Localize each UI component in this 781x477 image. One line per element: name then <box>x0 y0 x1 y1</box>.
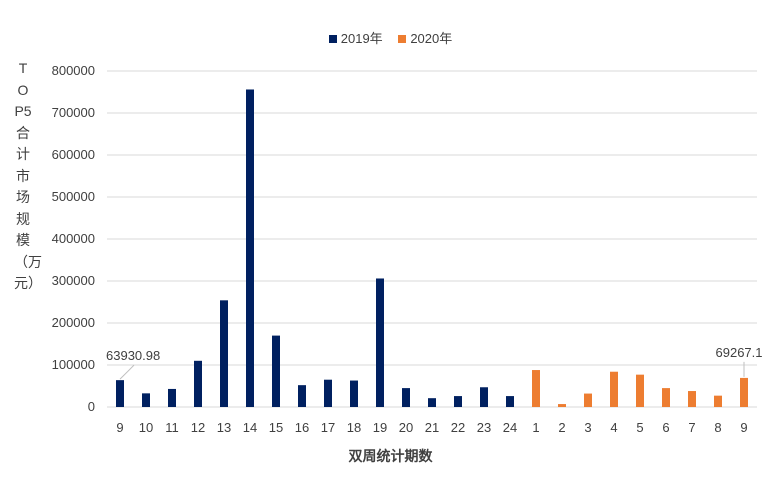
x-tick-label: 13 <box>217 420 231 435</box>
bar <box>740 377 748 407</box>
data-label: 63930.98 <box>106 348 160 363</box>
x-tick-label: 5 <box>636 420 643 435</box>
bar <box>662 388 670 407</box>
legend-swatch <box>328 35 337 43</box>
bar <box>142 393 150 407</box>
bar <box>402 388 410 407</box>
x-tick-label: 17 <box>321 420 335 435</box>
bar <box>688 391 696 407</box>
bar <box>246 89 254 407</box>
bar <box>610 371 618 407</box>
bar <box>480 387 488 407</box>
x-tick-label: 19 <box>373 420 387 435</box>
label-leader-line <box>119 364 135 380</box>
bar <box>376 278 384 407</box>
legend-swatch <box>398 35 407 43</box>
legend-label: 2020年 <box>410 31 453 46</box>
x-tick-label: 9 <box>116 420 123 435</box>
x-tick-label: 21 <box>425 420 439 435</box>
x-tick-label: 6 <box>662 420 669 435</box>
bar <box>558 404 566 407</box>
bar <box>324 379 332 407</box>
y-tick-label: 400000 <box>52 231 95 246</box>
legend-item-2020: 2020年 <box>398 28 452 47</box>
y-tick-label: 600000 <box>52 147 95 162</box>
x-tick-label: 4 <box>610 420 617 435</box>
x-tick-label: 14 <box>243 420 257 435</box>
x-tick-label: 2 <box>558 420 565 435</box>
x-tick-label: 11 <box>165 420 179 435</box>
x-tick-label: 15 <box>269 420 283 435</box>
x-tick-label: 20 <box>399 420 413 435</box>
bar <box>298 385 306 407</box>
x-axis-title: 双周统计期数 <box>348 449 433 465</box>
data-label: 69267.1 <box>716 345 763 360</box>
bar <box>584 393 592 407</box>
bar <box>220 300 228 407</box>
x-tick-label: 1 <box>532 420 539 435</box>
bar <box>454 396 462 407</box>
bar <box>428 398 436 407</box>
y-tick-label: 200000 <box>52 315 95 330</box>
y-axis-title: TOP5合计市场规模（万元） <box>14 60 42 291</box>
legend-label: 2019年 <box>340 31 383 46</box>
bar <box>272 335 280 407</box>
y-tick-label: 500000 <box>52 189 95 204</box>
bar <box>506 396 514 407</box>
y-tick-label: 0 <box>88 399 95 414</box>
x-tick-label: 10 <box>139 420 153 435</box>
bar <box>532 370 540 407</box>
legend: 2019年 2020年 <box>0 28 781 47</box>
bar <box>714 395 722 407</box>
y-tick-label: 100000 <box>52 357 95 372</box>
bar <box>194 360 202 407</box>
x-tick-label: 22 <box>451 420 465 435</box>
x-tick-label: 18 <box>347 420 361 435</box>
bar <box>350 380 358 407</box>
bar <box>636 374 644 407</box>
bar <box>168 388 176 407</box>
y-tick-label: 300000 <box>52 273 95 288</box>
x-tick-label: 16 <box>295 420 309 435</box>
x-tick-label: 23 <box>477 420 491 435</box>
legend-item-2019: 2019年 <box>328 28 383 47</box>
x-tick-label: 3 <box>584 420 591 435</box>
x-tick-label: 8 <box>714 420 721 435</box>
bar <box>116 380 124 407</box>
x-tick-label: 9 <box>740 420 747 435</box>
y-tick-label: 700000 <box>52 105 95 120</box>
x-tick-label: 24 <box>503 420 517 435</box>
x-tick-label: 12 <box>191 420 205 435</box>
y-tick-label: 800000 <box>52 63 95 78</box>
x-tick-label: 7 <box>688 420 695 435</box>
